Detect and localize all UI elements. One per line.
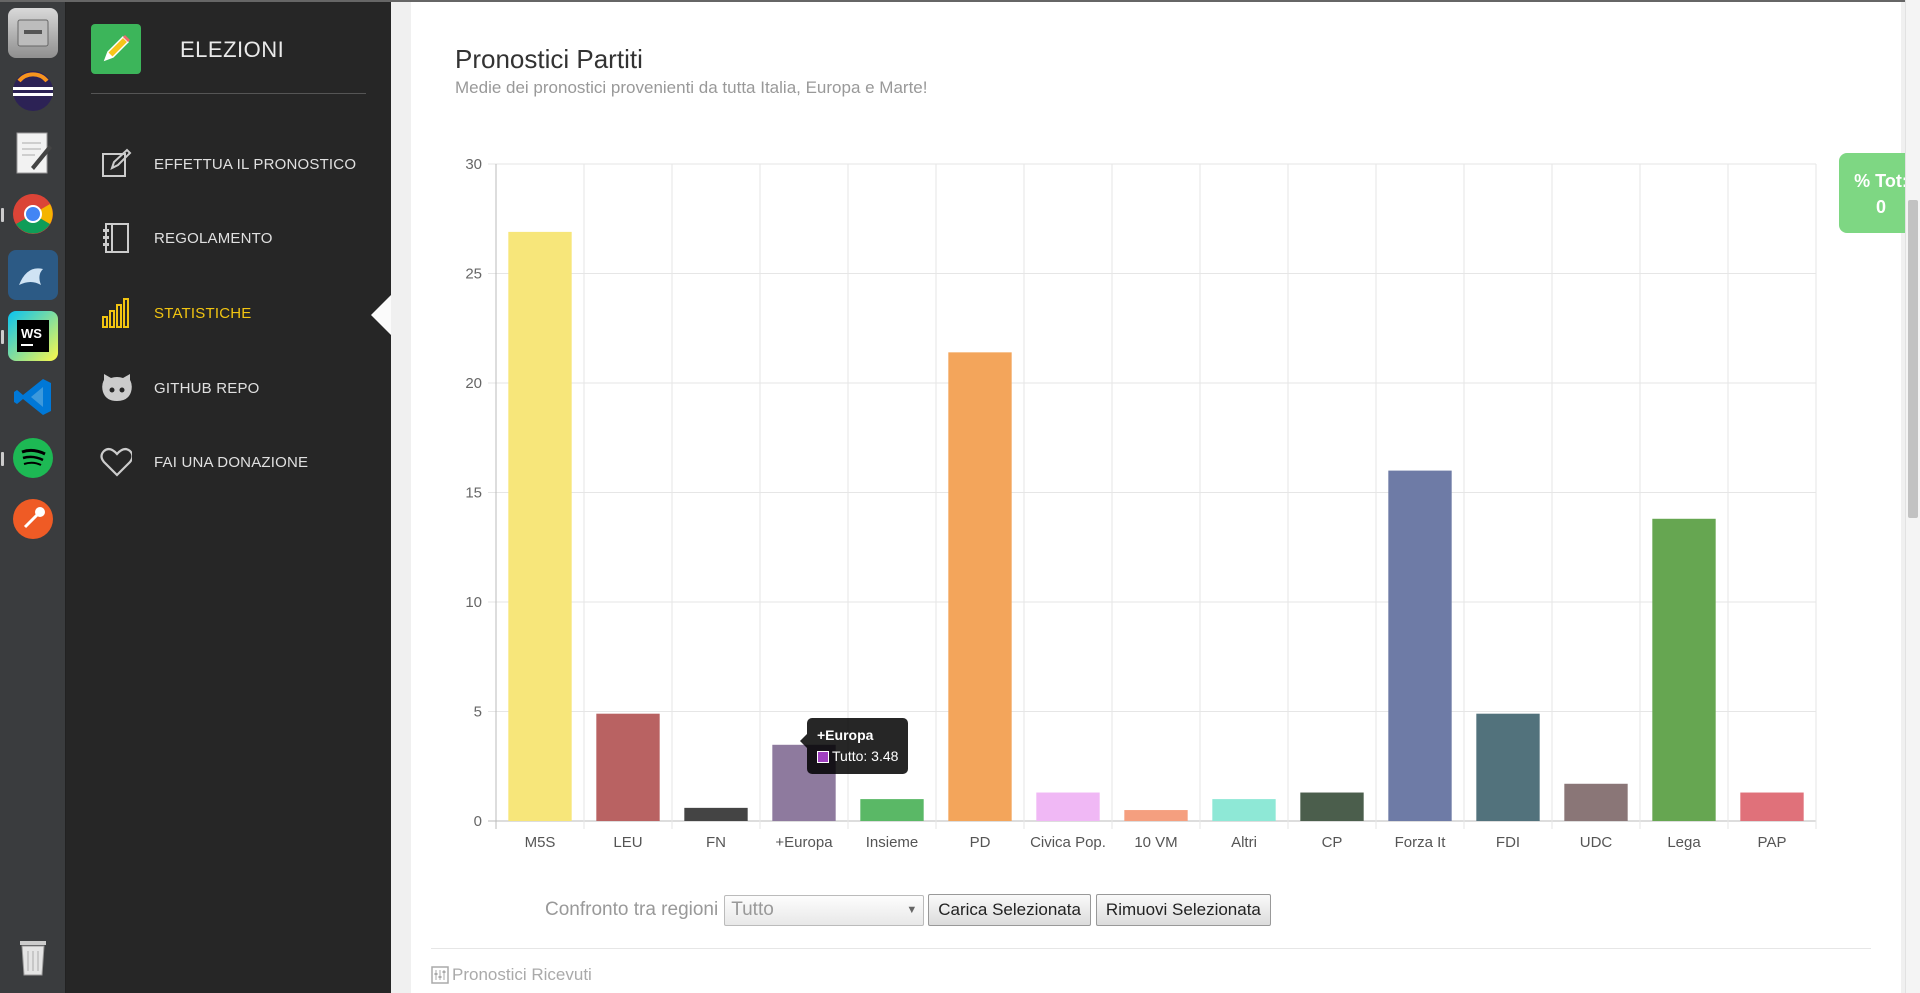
page-title: Pronostici Partiti	[455, 44, 643, 74]
y-tick-label: 15	[465, 485, 482, 502]
x-tick-label: UDC	[1580, 834, 1613, 851]
x-tick-label: CP	[1322, 834, 1343, 851]
tooltip-swatch	[817, 751, 829, 763]
sidebar-item-regolamento[interactable]: REGOLAMENTO	[66, 213, 391, 263]
sliders-icon	[431, 966, 449, 984]
sidebar-item-statistiche[interactable]: STATISTICHE	[66, 288, 391, 338]
sidebar-item-donazione[interactable]: FAI UNA DONAZIONE	[66, 437, 391, 487]
app-title: ELEZIONI	[180, 37, 285, 62]
y-tick-label: 30	[465, 156, 482, 173]
bar-fdi[interactable]	[1476, 713, 1540, 821]
section-divider	[431, 948, 1871, 949]
bar-cp[interactable]	[1300, 792, 1364, 821]
sidebar-item-label: EFFETTUA IL PRONOSTICO	[154, 155, 357, 173]
notebook-icon	[100, 222, 132, 254]
bar-insieme[interactable]	[860, 799, 924, 821]
scrollbar-thumb[interactable]	[1908, 200, 1918, 518]
postman-icon[interactable]	[8, 494, 58, 544]
spotify-icon[interactable]	[8, 433, 58, 483]
x-tick-label: Forza It	[1395, 834, 1447, 851]
sidebar-item-pronostico[interactable]: EFFETTUA IL PRONOSTICO	[66, 139, 391, 189]
mysql-workbench-icon[interactable]	[8, 250, 58, 300]
region-compare-controls: Confronto tra regioni Tutto ▼ Carica Sel…	[545, 893, 1276, 927]
main-content: Pronostici Partiti Medie dei pronostici …	[391, 0, 1920, 993]
x-tick-label: LEU	[613, 834, 642, 851]
bar-civica-pop-[interactable]	[1036, 792, 1100, 821]
chart-tooltip: +Europa Tutto: 3.48	[799, 718, 909, 774]
sidebar-divider	[91, 93, 366, 94]
stats-card: Pronostici Partiti Medie dei pronostici …	[411, 0, 1901, 993]
y-tick-label: 5	[474, 704, 482, 721]
chevron-down-icon: ▼	[906, 904, 918, 916]
bar-fn[interactable]	[684, 807, 748, 821]
x-tick-label: 10 VM	[1134, 834, 1177, 851]
badge-label: % Tot:	[1854, 171, 1908, 191]
x-tick-label: M5S	[525, 834, 556, 851]
sidebar-item-label: REGOLAMENTO	[154, 229, 273, 247]
x-tick-label: Civica Pop.	[1030, 834, 1106, 851]
file-manager-icon[interactable]	[8, 8, 58, 58]
eclipse-icon[interactable]	[8, 66, 58, 116]
bar-lega[interactable]	[1652, 518, 1716, 821]
bar-leu[interactable]	[596, 713, 660, 821]
pencil-logo-icon[interactable]	[91, 24, 141, 74]
tooltip-title: +Europa	[817, 727, 874, 743]
sidebar-item-github[interactable]: GITHUB REPO	[66, 363, 391, 413]
trash-icon[interactable]	[8, 932, 58, 982]
region-select-value: Tutto	[731, 899, 774, 920]
edit-icon	[100, 148, 132, 180]
github-icon	[100, 372, 132, 404]
received-label: Pronostici Ricevuti	[452, 965, 592, 984]
bar-pd[interactable]	[948, 352, 1012, 821]
webstorm-icon[interactable]: WS	[8, 311, 58, 361]
y-tick-label: 0	[474, 813, 482, 830]
y-tick-label: 25	[465, 266, 482, 283]
sidebar-item-label: FAI UNA DONAZIONE	[154, 453, 309, 471]
party-forecast-chart: 0 5 10 15 20 25 30 M5S LEU FN +Europa Insieme PD Civi…	[465, 156, 1817, 851]
bar-forza-it[interactable]	[1388, 470, 1452, 821]
bar-udc[interactable]	[1564, 783, 1628, 821]
load-selected-button[interactable]: Carica Selezionata	[928, 894, 1091, 926]
heart-icon	[100, 446, 132, 478]
y-tick-label: 10	[465, 594, 482, 611]
app-sidebar: ELEZIONI EFFETTUA IL PRONOSTICO REGOLAME…	[66, 0, 391, 993]
vscode-icon[interactable]	[8, 372, 58, 422]
bar-pap[interactable]	[1740, 792, 1804, 821]
text-editor-icon[interactable]	[8, 128, 58, 178]
x-tick-label: FN	[706, 834, 726, 851]
badge-value: 0	[1875, 197, 1886, 217]
x-tick-label: Lega	[1667, 834, 1701, 851]
x-tick-label: PD	[970, 834, 991, 851]
active-nav-pointer	[371, 295, 391, 335]
remove-selected-button[interactable]: Rimuovi Selezionata	[1095, 894, 1271, 926]
bar-chart-icon	[100, 297, 132, 329]
page-scrollbar[interactable]	[1905, 0, 1920, 993]
x-tick-label: FDI	[1496, 834, 1520, 851]
x-tick-label: Altri	[1231, 834, 1257, 851]
y-tick-label: 20	[465, 375, 482, 392]
x-tick-label: +Europa	[775, 834, 833, 851]
launcher-dock: WS	[0, 0, 66, 993]
tooltip-value: Tutto: 3.48	[832, 748, 899, 764]
compare-label: Confronto tra regioni	[545, 899, 719, 920]
sidebar-item-label: GITHUB REPO	[154, 379, 260, 397]
page-subtitle: Medie dei pronostici provenienti da tutt…	[455, 78, 928, 97]
bar-10-vm[interactable]	[1124, 810, 1188, 821]
chrome-icon[interactable]	[8, 189, 58, 239]
received-section-header[interactable]: Pronostici Ricevuti	[431, 965, 592, 985]
x-tick-label: PAP	[1758, 834, 1787, 851]
sidebar-item-label: STATISTICHE	[154, 304, 252, 322]
region-select[interactable]: Tutto ▼	[724, 894, 925, 926]
x-tick-label: Insieme	[866, 834, 919, 851]
svg-text:WS: WS	[21, 326, 42, 341]
bar-m5s[interactable]	[508, 231, 572, 821]
bar-altri[interactable]	[1212, 799, 1276, 821]
window-top-border	[0, 0, 1920, 2]
